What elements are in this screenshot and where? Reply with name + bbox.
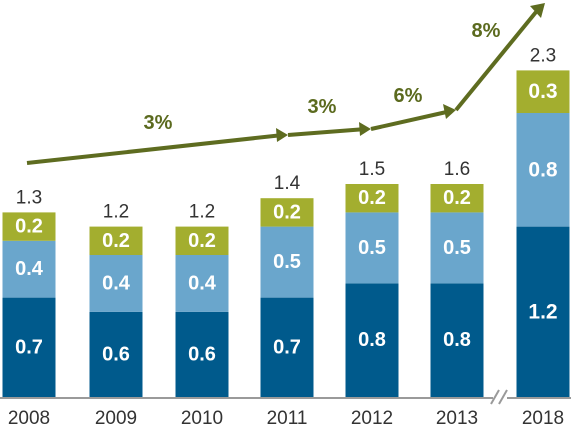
bar-segment-middle-2011 [260, 226, 314, 298]
data-label-middle-2018: 0.8 [528, 158, 558, 181]
arrowhead-icon [530, 3, 545, 18]
growth-label-4: 8% [472, 20, 501, 42]
bar-segment-top-2011 [260, 198, 314, 227]
bar-segment-middle-2013 [430, 212, 484, 284]
data-label-middle-2013: 0.5 [443, 237, 471, 259]
data-label-bottom-2011: 0.7 [273, 336, 301, 358]
labels-layer: 0.7 0.4 0.2 1.3 0.6 0.4 0.2 1.2 0.6 0.4 0.2 1.2 0.7 0… [15, 45, 558, 365]
data-label-middle-2009: 0.4 [102, 272, 131, 294]
growth-arrow-segment [370, 109, 452, 131]
growth-label-3: 6% [394, 85, 423, 107]
growth-arrow-segment [26, 133, 284, 165]
total-label-2012: 1.5 [359, 159, 385, 180]
growth-labels: 3% 3% 6% 8% [144, 20, 501, 134]
growth-arrow-segment [454, 10, 538, 112]
bars-layer [2, 70, 570, 397]
x-axis-tick-labels: 2008 2009 2010 2011 2012 2013 2018 [8, 408, 564, 429]
data-label-bottom-2008: 0.7 [15, 336, 43, 358]
bar-segment-bottom-2010 [175, 311, 229, 397]
total-label-2013: 1.6 [444, 159, 470, 180]
data-label-top-2018: 0.3 [528, 80, 557, 103]
arrowhead-icon [359, 122, 371, 136]
data-label-top-2013: 0.2 [443, 187, 471, 209]
bar-segment-bottom-2011 [260, 297, 314, 397]
bar-segment-bottom-2018 [516, 226, 570, 397]
total-label-2018: 2.3 [530, 45, 556, 66]
bar-segment-top-2018 [516, 70, 570, 113]
total-label-2009: 1.2 [103, 202, 129, 223]
x-tick-label-2011: 2011 [267, 408, 308, 429]
bar-segment-bottom-2009 [89, 311, 143, 397]
x-tick-label-2012: 2012 [351, 408, 393, 429]
data-label-top-2011: 0.2 [273, 201, 301, 223]
bar-segment-middle-2012 [345, 212, 399, 284]
arrowhead-icon [443, 104, 456, 119]
data-label-middle-2008: 0.4 [15, 258, 44, 280]
arrowhead-icon [276, 128, 288, 142]
bar-segment-bottom-2012 [345, 283, 399, 397]
x-tick-label-2008: 2008 [8, 408, 50, 429]
x-tick-label-2013: 2013 [436, 408, 478, 429]
bar-segment-middle-2008 [2, 240, 56, 298]
bar-segment-bottom-2008 [2, 297, 56, 397]
data-label-bottom-2012: 0.8 [358, 329, 386, 351]
data-label-middle-2012: 0.5 [358, 237, 386, 259]
x-tick-label-2018: 2018 [522, 408, 564, 429]
axis-break-icon [490, 388, 508, 406]
data-label-top-2009: 0.2 [102, 230, 130, 252]
bar-segment-bottom-2013 [430, 283, 484, 397]
bar-segment-top-2009 [89, 226, 143, 255]
data-label-top-2010: 0.2 [188, 230, 216, 252]
growth-label-1: 3% [144, 112, 173, 134]
data-label-bottom-2010: 0.6 [188, 343, 216, 365]
bar-segment-top-2010 [175, 226, 229, 255]
total-label-2010: 1.2 [189, 202, 215, 223]
data-label-top-2012: 0.2 [358, 187, 386, 209]
bar-segment-top-2013 [430, 184, 484, 213]
growth-arrow [26, 3, 545, 165]
total-label-2008: 1.3 [16, 187, 42, 208]
bar-segment-middle-2018 [516, 113, 570, 227]
bar-segment-middle-2010 [175, 255, 229, 312]
data-label-middle-2010: 0.4 [188, 272, 217, 294]
bar-segment-middle-2009 [89, 255, 143, 312]
data-label-middle-2011: 0.5 [273, 251, 301, 273]
x-tick-label-2010: 2010 [181, 408, 223, 429]
x-tick-label-2009: 2009 [95, 408, 137, 429]
data-label-bottom-2013: 0.8 [443, 329, 471, 351]
data-label-bottom-2018: 1.2 [528, 300, 557, 323]
total-label-2011: 1.4 [274, 173, 301, 194]
bar-segment-top-2008 [2, 212, 56, 241]
data-label-top-2008: 0.2 [15, 216, 43, 238]
growth-label-2: 3% [308, 96, 337, 118]
bar-segment-top-2012 [345, 184, 399, 213]
data-label-bottom-2009: 0.6 [102, 343, 130, 365]
growth-arrow-segment [287, 127, 367, 137]
